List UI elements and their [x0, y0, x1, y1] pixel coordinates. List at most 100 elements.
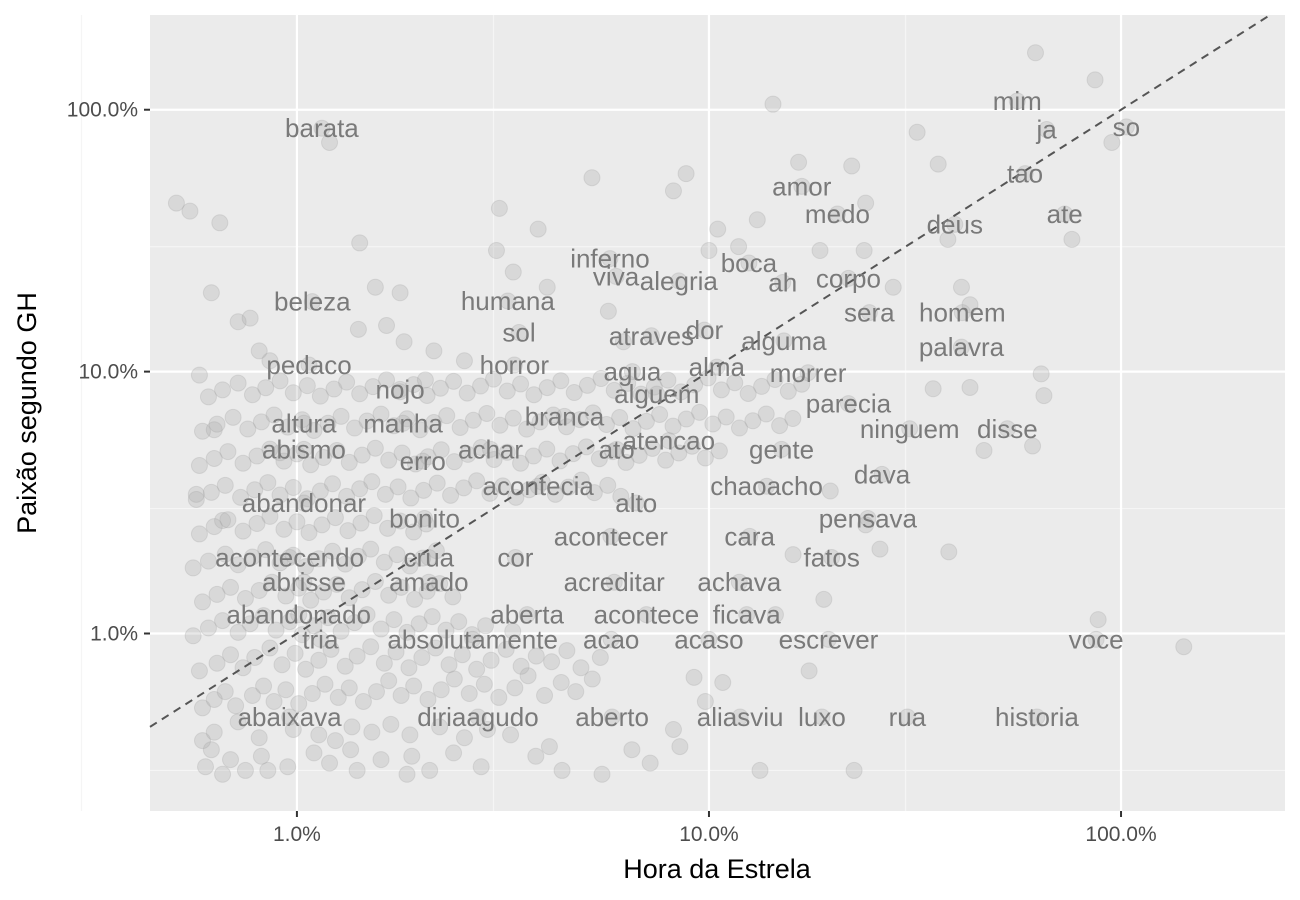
data-point [259, 474, 277, 492]
data-point [250, 342, 268, 360]
data-point [193, 732, 211, 750]
data-point [458, 384, 476, 402]
data-point [641, 754, 659, 772]
data-point [319, 414, 337, 432]
data-point [773, 440, 791, 458]
y-axis-ticks: 1.0% 10.0% 100.0% [67, 99, 150, 645]
data-point [757, 405, 775, 423]
data-point [411, 421, 429, 439]
word-label: branca [525, 401, 605, 431]
data-point [239, 420, 257, 438]
word-label: alma [689, 352, 746, 382]
data-point [472, 439, 490, 457]
data-point [190, 525, 208, 543]
data-point [527, 647, 545, 665]
data-point [657, 451, 675, 469]
data-point [567, 683, 585, 701]
data-point [685, 668, 703, 686]
data-point [375, 553, 393, 571]
data-point [505, 356, 523, 374]
data-point [602, 630, 620, 648]
word-label: alguma [741, 326, 827, 356]
data-points [167, 44, 1193, 783]
data-point [1024, 437, 1042, 455]
data-point [303, 685, 321, 703]
data-point [222, 646, 240, 664]
data-point [1086, 71, 1104, 89]
data-point [740, 254, 758, 272]
data-point [365, 507, 383, 525]
data-point [815, 590, 833, 608]
data-point [418, 386, 436, 404]
data-point [459, 445, 477, 463]
data-point [415, 481, 433, 499]
data-point [520, 481, 538, 499]
data-point [577, 438, 595, 456]
data-point [498, 382, 516, 400]
data-point [406, 590, 424, 608]
data-point [437, 621, 455, 639]
data-point [300, 356, 318, 374]
data-point [1008, 92, 1026, 110]
data-point [531, 413, 549, 431]
data-point [229, 713, 247, 731]
data-point [481, 484, 499, 502]
word-label: dor [686, 315, 724, 345]
data-point [281, 549, 299, 567]
data-point [592, 370, 610, 388]
word-label: medo [805, 199, 870, 229]
data-point [372, 751, 390, 769]
data-point [405, 376, 423, 394]
data-point [216, 545, 234, 563]
data-point [975, 441, 993, 459]
x-tick-label: 1.0% [273, 823, 321, 846]
data-point [385, 417, 403, 435]
word-label: alegria [640, 266, 719, 296]
data-point [421, 761, 439, 779]
data-point [428, 474, 446, 492]
data-point [998, 420, 1016, 438]
data-point [512, 657, 530, 675]
data-point [800, 662, 818, 680]
data-point [455, 479, 473, 497]
x-axis-ticks: 1.0% 10.0% 100.0% [273, 811, 1157, 846]
data-point [1056, 205, 1074, 223]
word-label: pedaco [266, 350, 351, 380]
data-point [859, 509, 877, 527]
word-label: acontecer [554, 521, 669, 551]
data-point [855, 242, 873, 260]
data-point [413, 648, 431, 666]
word-label: boca [721, 248, 778, 278]
data-point [1103, 133, 1121, 151]
data-point [391, 512, 409, 530]
data-point [420, 573, 438, 591]
data-point [363, 473, 381, 491]
word-label: barata [285, 113, 359, 143]
data-point [583, 169, 601, 187]
data-point [167, 194, 185, 212]
data-point [884, 278, 902, 296]
data-point [552, 673, 570, 691]
data-point [346, 419, 364, 437]
data-point [710, 442, 728, 460]
word-label: gente [749, 434, 814, 464]
data-point [229, 313, 247, 331]
data-point [234, 454, 252, 472]
word-label: nojo [376, 374, 425, 404]
data-point [538, 278, 556, 296]
data-point [279, 758, 297, 776]
minor-gridlines [80, 15, 1285, 811]
data-point [671, 738, 689, 756]
data-point [184, 627, 202, 645]
data-point [300, 524, 318, 542]
data-point [310, 651, 328, 669]
word-label: alto [615, 488, 657, 518]
data-point [366, 439, 384, 457]
word-label: tao [1007, 159, 1043, 189]
data-point [290, 579, 308, 597]
data-point [717, 408, 735, 426]
data-point [376, 485, 394, 503]
data-point [366, 572, 384, 590]
data-point [952, 338, 970, 356]
word-label: aberto [575, 702, 649, 732]
